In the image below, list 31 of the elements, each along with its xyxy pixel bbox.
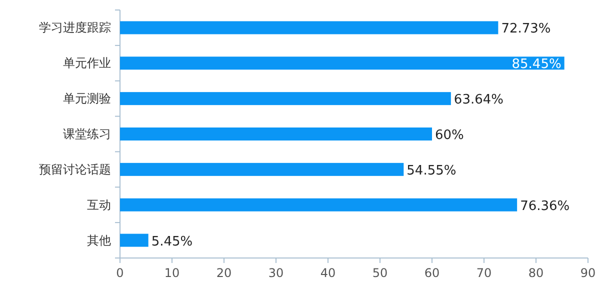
x-tick-label: 60 (424, 266, 440, 280)
data-label: 76.36% (520, 198, 570, 214)
x-tick-label: 20 (216, 266, 232, 280)
data-label: 63.64% (454, 92, 504, 108)
x-tick-label: 40 (320, 266, 336, 280)
x-tick-label: 0 (116, 266, 124, 280)
bar (120, 92, 451, 106)
y-tick-label: 学习进度跟踪 (39, 20, 111, 35)
bar (120, 56, 564, 70)
x-tick-label: 50 (372, 266, 388, 280)
y-tick-label: 课堂练习 (63, 127, 111, 141)
y-tick-label: 其他 (87, 233, 111, 248)
bar (120, 128, 432, 140)
bar (120, 21, 498, 34)
y-tick-label: 单元测验 (63, 92, 111, 106)
bar (120, 198, 518, 212)
data-label: 5.45% (151, 234, 193, 250)
y-tick-label: 互动 (87, 198, 111, 212)
data-label: 85.45% (512, 57, 562, 72)
x-tick-label: 80 (528, 266, 544, 280)
data-label: 54.55% (406, 163, 456, 178)
x-tick-label: 90 (580, 266, 596, 280)
data-label: 60% (435, 128, 464, 143)
x-tick-label: 30 (268, 266, 284, 280)
data-label: 72.73% (501, 22, 551, 37)
bar (120, 234, 148, 247)
x-tick-label: 70 (476, 266, 492, 280)
y-tick-label: 单元作业 (63, 56, 111, 70)
y-tick-label: 预留讨论话题 (39, 162, 111, 176)
x-tick-label: 10 (164, 266, 180, 280)
bar (120, 162, 404, 176)
